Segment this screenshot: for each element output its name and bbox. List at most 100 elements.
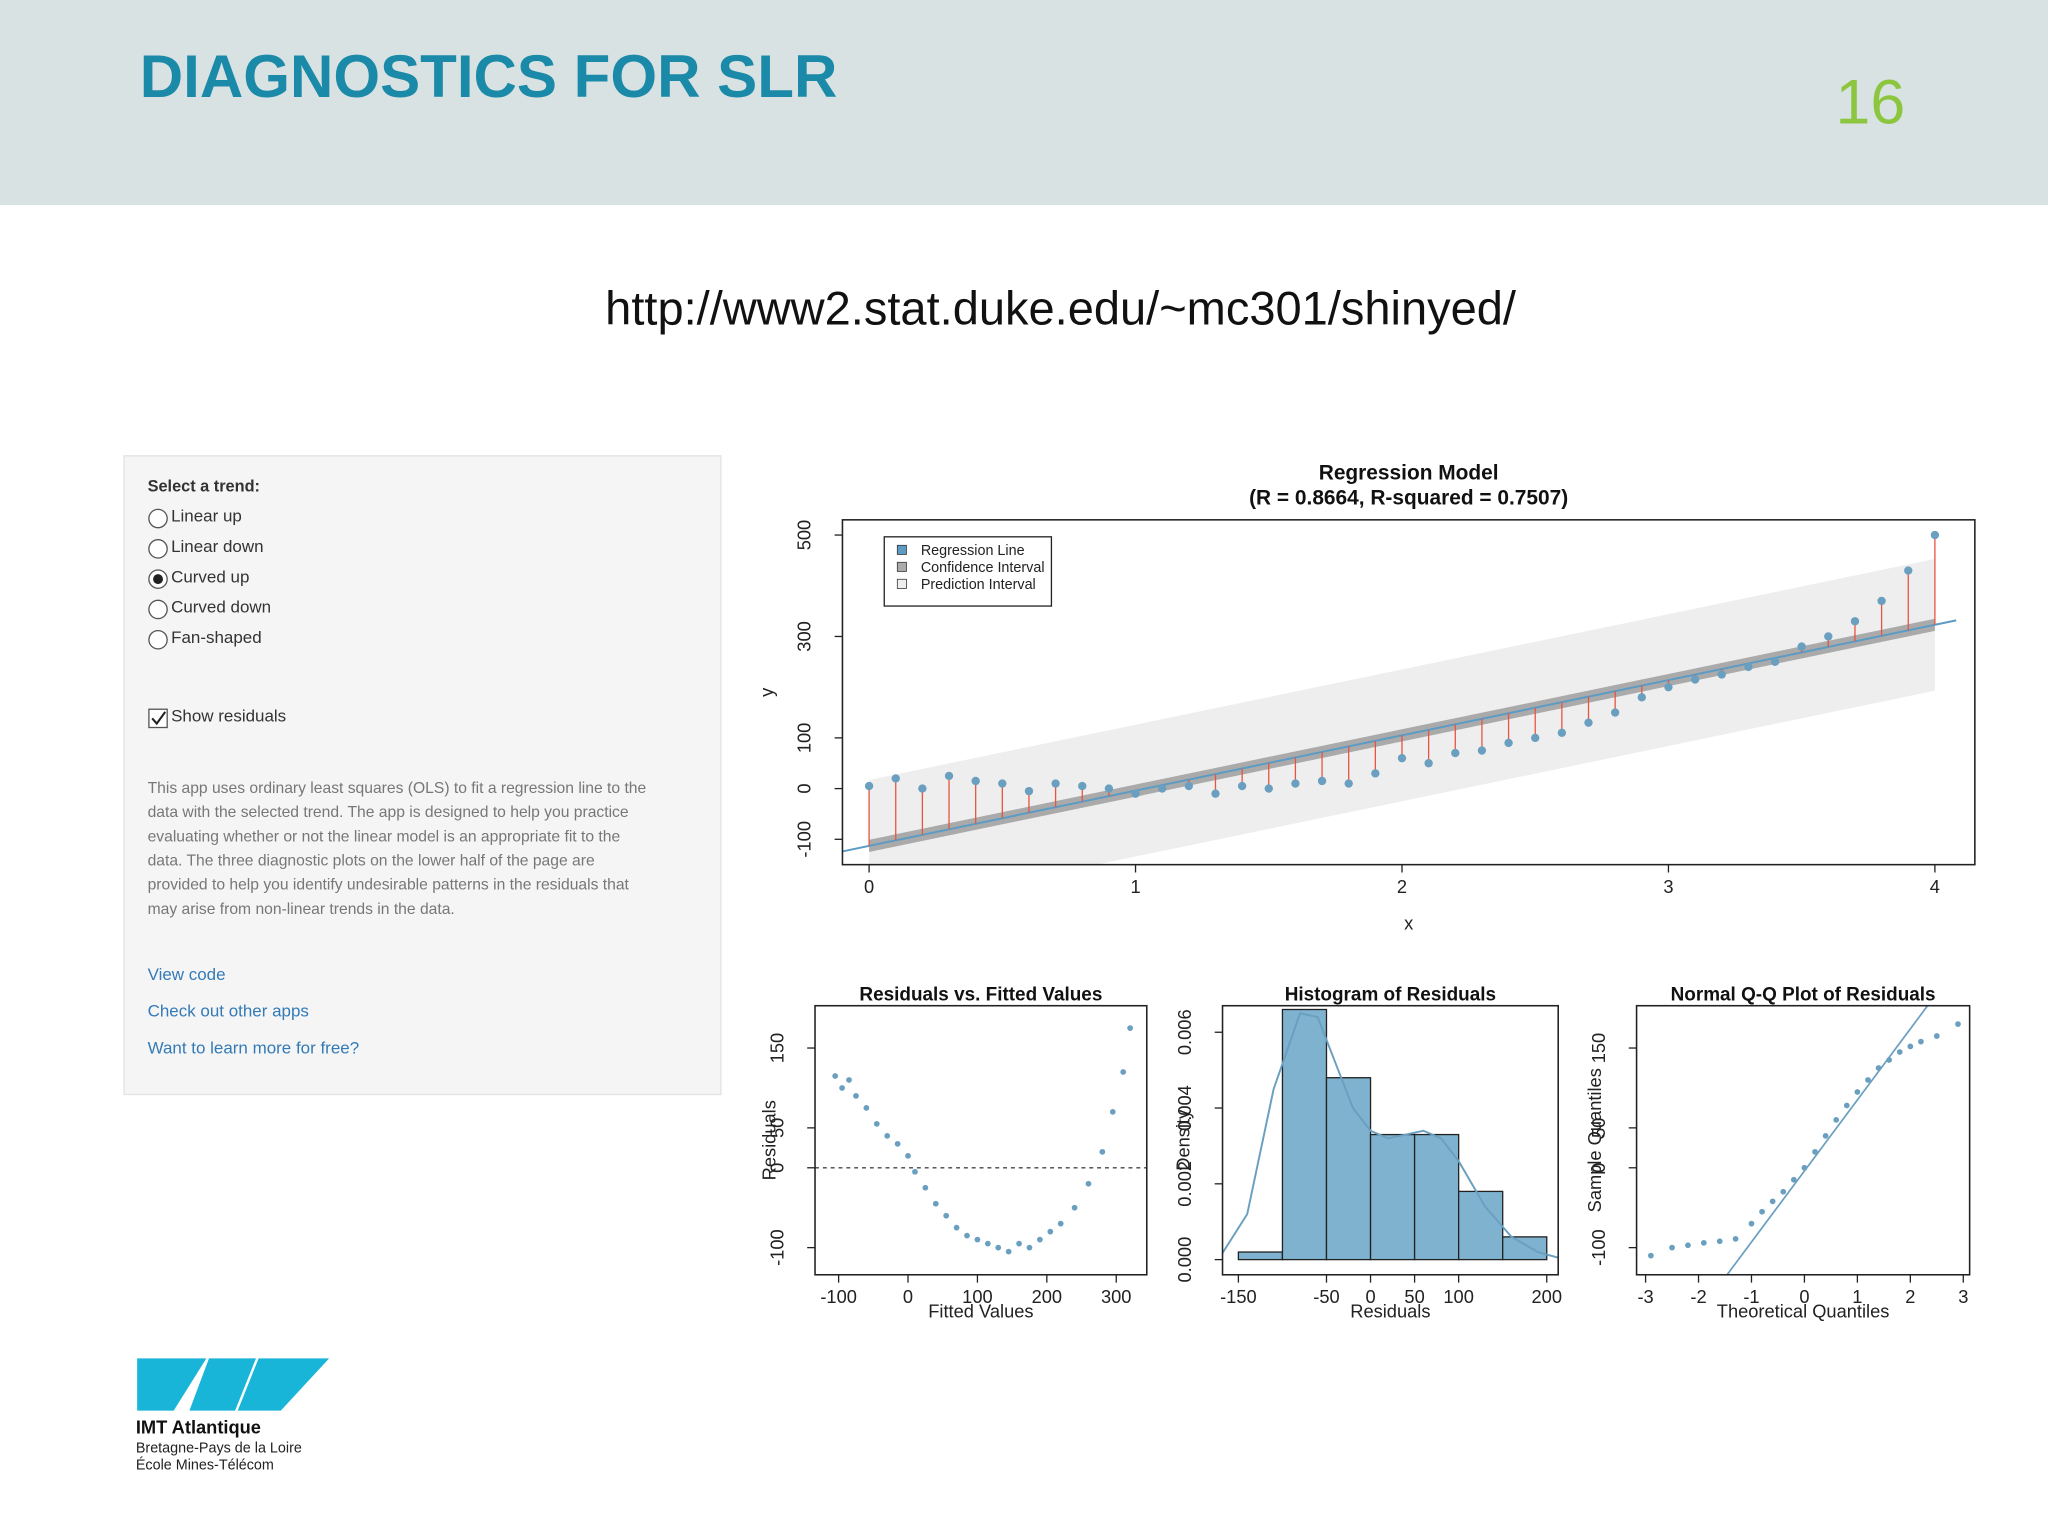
point <box>905 1152 911 1159</box>
point <box>1610 708 1620 717</box>
point <box>944 771 954 781</box>
header-band <box>0 0 2048 206</box>
x-tick-label: 0 <box>1365 1286 1375 1307</box>
description-line: This app uses ordinary least squares (OL… <box>148 780 647 797</box>
y-tick-label: 150 <box>1588 1033 1609 1063</box>
point <box>1664 682 1673 692</box>
chart-title: Regression Model <box>1319 462 1499 485</box>
radio-button[interactable] <box>148 539 168 559</box>
x-tick-label: 100 <box>1443 1286 1473 1307</box>
point <box>1770 657 1780 666</box>
x-tick-label: 0 <box>1799 1286 1809 1307</box>
point <box>1930 530 1940 540</box>
point <box>873 1121 880 1127</box>
radio-button[interactable] <box>148 508 168 529</box>
histogram-bar <box>1457 1190 1504 1261</box>
point <box>1797 642 1806 651</box>
x-axis-label: Fitted Values <box>928 1300 1033 1321</box>
link[interactable]: Check out other apps <box>148 1002 309 1021</box>
y-tick-label: 50 <box>1588 1118 1609 1138</box>
description-line: may arise from non-linear trends in the … <box>148 901 455 918</box>
point <box>1211 789 1220 798</box>
point <box>1291 779 1300 788</box>
x-tick-label: 1 <box>1852 1286 1862 1307</box>
point <box>894 1140 901 1147</box>
density-curve <box>1222 1012 1559 1259</box>
point <box>1016 1240 1022 1247</box>
url: http://www2.stat.duke.edu/~mc301/shinyed… <box>605 282 1517 335</box>
point <box>1531 733 1540 743</box>
point <box>891 774 900 783</box>
point <box>1717 670 1726 679</box>
radio-label: Linear up <box>171 507 242 526</box>
radio-dot <box>153 574 164 585</box>
point <box>964 1232 970 1239</box>
point <box>832 1073 839 1079</box>
point <box>1907 1043 1914 1050</box>
x-tick-label: 0 <box>864 876 874 897</box>
page-number: 16 <box>1836 68 1906 138</box>
link[interactable]: Want to learn more for free? <box>148 1038 360 1057</box>
chart: Regression Model(R = 0.8664, R-squared =… <box>756 462 1976 934</box>
histogram-bar <box>1237 1251 1284 1261</box>
y-tick-label: 300 <box>794 621 815 651</box>
x-tick-label: -150 <box>1220 1286 1257 1307</box>
point <box>1690 675 1700 684</box>
point <box>1748 1220 1755 1227</box>
point <box>1854 1089 1861 1095</box>
point <box>853 1093 859 1099</box>
point <box>1104 784 1114 793</box>
x-tick-label: -3 <box>1637 1286 1653 1307</box>
point <box>1716 1238 1723 1245</box>
point <box>1769 1198 1776 1205</box>
description-line: data with the selected trend. The app is… <box>148 804 629 821</box>
point <box>1085 1180 1092 1187</box>
x-tick-label: -100 <box>820 1286 857 1307</box>
point <box>1047 1228 1054 1235</box>
sidebar: Select a trend: Linear up Linear down Curv… <box>123 455 722 1096</box>
point <box>1812 1148 1818 1155</box>
point <box>1344 779 1353 788</box>
point <box>1918 1038 1924 1045</box>
point <box>1955 1021 1961 1027</box>
legend-swatch <box>896 561 907 572</box>
plot-area <box>842 530 1957 865</box>
point <box>863 1105 870 1111</box>
histogram-bar <box>1281 1008 1328 1261</box>
y-tick-label: 500 <box>794 520 815 550</box>
point <box>932 1200 939 1207</box>
y-tick-label: 0.004 <box>1174 1085 1195 1131</box>
link[interactable]: View code <box>148 965 226 984</box>
point <box>1904 566 1913 575</box>
point <box>1109 1109 1116 1115</box>
plot-frame <box>814 1004 1148 1276</box>
radio-label: Fan-shaped <box>171 628 262 647</box>
y-tick-label: -100 <box>794 821 815 858</box>
legend-box <box>883 536 1053 607</box>
point <box>1237 781 1247 791</box>
radio-label: Curved up <box>171 567 249 586</box>
y-tick-label: 150 <box>766 1033 787 1063</box>
point <box>1744 662 1753 672</box>
radio-button[interactable] <box>148 629 168 650</box>
point <box>1933 1033 1940 1039</box>
chart: Residuals vs. Fitted Values Fitted Values… <box>758 984 1148 1321</box>
point <box>1099 1148 1106 1155</box>
point <box>974 1236 981 1243</box>
logo-line: École Mines-Télécom <box>136 1456 274 1473</box>
legend-label: Confidence Interval <box>921 560 1045 576</box>
point <box>846 1077 852 1083</box>
point <box>1371 769 1380 778</box>
logo: IMT Atlantique Bretagne-Pays de la Loire… <box>136 1358 330 1473</box>
point <box>1477 746 1487 755</box>
point <box>1184 781 1194 791</box>
radio-button[interactable] <box>148 599 168 620</box>
chart-title: Normal Q-Q Plot of Residuals <box>1671 984 1936 1005</box>
legend-label: Prediction Interval <box>921 577 1036 593</box>
chart-title: Residuals vs. Fitted Values <box>859 984 1102 1005</box>
point <box>1824 632 1833 641</box>
x-axis-label: x <box>1404 913 1413 934</box>
x-tick-label: -1 <box>1743 1286 1759 1307</box>
x-tick-label: -50 <box>1313 1286 1339 1307</box>
